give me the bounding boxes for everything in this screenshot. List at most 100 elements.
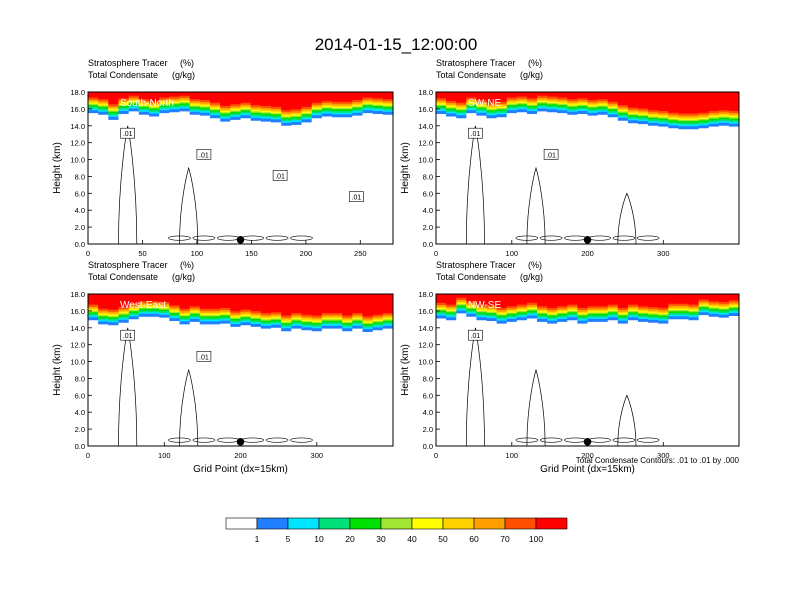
- condensate-contour-2: [179, 368, 199, 446]
- panel-title-unit2: (g/kg): [520, 70, 543, 80]
- surface-contour: [612, 437, 636, 443]
- y-tick-label: 16.0: [418, 105, 433, 114]
- colorbar-label: 20: [345, 534, 355, 544]
- contour-label-box: [468, 329, 483, 341]
- y-tick-label: 14.0: [70, 122, 85, 131]
- colorbar-label: 10: [314, 534, 324, 544]
- contour-label: .01: [123, 131, 133, 138]
- colorbar-label: 50: [438, 534, 448, 544]
- colorbar-box: [473, 517, 506, 530]
- x-axis-label: Grid Point (dx=15km): [540, 464, 635, 475]
- y-tick-label: 2.0: [423, 425, 433, 434]
- y-tick-label: 4.0: [75, 408, 85, 417]
- y-axis-label: Height (km): [52, 142, 63, 194]
- panel-3: .01 .01 West-East Stratosphere Tracer (%) Tot…: [52, 260, 394, 475]
- location-marker: [583, 438, 592, 446]
- y-tick-label: 2.0: [423, 223, 433, 232]
- y-tick-label: 18.0: [70, 290, 85, 299]
- y-tick-label: 14.0: [418, 324, 433, 333]
- condensate-contour-3: [617, 192, 637, 244]
- panel-title-unit1: (%): [528, 58, 542, 68]
- y-tick-label: 6.0: [75, 189, 85, 198]
- x-tick-label: 150: [245, 249, 258, 258]
- surface-contour: [168, 437, 191, 443]
- surface-contour: [636, 437, 660, 443]
- colorbar-box: [318, 517, 351, 530]
- y-tick-label: 10.0: [70, 358, 85, 367]
- y-tick-label: 4.0: [423, 408, 433, 417]
- plot-area: .01 .01: [436, 92, 739, 244]
- y-tick-label: 12.0: [418, 139, 433, 148]
- panel-title-line1: Stratosphere Tracer: [88, 58, 168, 68]
- panel-title-unit2: (g/kg): [172, 70, 195, 80]
- panel-title-unit1: (%): [180, 58, 194, 68]
- contour-label-box: [120, 127, 135, 139]
- tracer-band-10: [436, 92, 739, 114]
- y-tick-label: 12.0: [70, 139, 85, 148]
- colorbar-box: [349, 517, 382, 530]
- panel-2: .01 .01 SW-NE Stratosphere Tracer (%) Total C…: [400, 58, 740, 258]
- panel-label: SW-NE: [468, 98, 501, 109]
- x-tick-label: 100: [158, 451, 171, 460]
- y-tick-label: 18.0: [70, 88, 85, 97]
- condensate-contour-1: [465, 125, 485, 244]
- panel-label: West-East: [120, 300, 166, 311]
- surface-contour: [290, 437, 313, 443]
- y-tick-label: 8.0: [75, 172, 85, 181]
- contour-label-box: [349, 191, 364, 202]
- location-marker: [236, 236, 245, 244]
- colorbar: 1 5 10 20 30 40 50 60 70 100: [225, 517, 568, 544]
- contour-label: .01: [199, 152, 209, 159]
- surface-contour: [265, 437, 289, 443]
- x-tick-label: 0: [434, 451, 438, 460]
- surface-contour: [192, 437, 216, 443]
- plot-area: .01: [436, 294, 739, 446]
- y-axis-label: Height (km): [400, 142, 411, 194]
- x-tick-label: 300: [657, 451, 670, 460]
- contour-label-box: [196, 350, 212, 362]
- condensate-contour-2: [179, 166, 199, 244]
- x-tick-label: 300: [311, 451, 324, 460]
- colorbar-label: 5: [286, 534, 291, 544]
- tracer-band-10: [88, 92, 393, 111]
- x-tick-label: 200: [234, 451, 247, 460]
- panel-title-unit2: (g/kg): [520, 272, 543, 282]
- y-tick-label: 0.0: [75, 240, 85, 249]
- colorbar-box: [535, 517, 568, 530]
- y-tick-label: 0.0: [423, 240, 433, 249]
- x-tick-label: 100: [506, 249, 519, 258]
- x-tick-label: 300: [657, 249, 670, 258]
- x-tick-label: 250: [354, 249, 367, 258]
- condensate-contour-1: [465, 327, 485, 446]
- y-tick-label: 18.0: [418, 88, 433, 97]
- surface-contour: [539, 437, 563, 443]
- contour-label-box: [196, 149, 212, 160]
- y-axis-label: Height (km): [400, 344, 411, 396]
- y-tick-label: 16.0: [70, 105, 85, 114]
- panel-title-line2: Total Condensate: [88, 70, 158, 80]
- x-tick-label: 200: [581, 249, 594, 258]
- y-tick-label: 10.0: [70, 156, 85, 165]
- y-tick-label: 8.0: [423, 374, 433, 383]
- colorbar-label: 70: [500, 534, 510, 544]
- contour-label: .01: [123, 333, 133, 340]
- condensate-contour-1: [118, 125, 138, 244]
- y-tick-label: 10.0: [418, 156, 433, 165]
- panel-title-line1: Stratosphere Tracer: [88, 260, 168, 270]
- y-tick-label: 18.0: [418, 290, 433, 299]
- contour-label: .01: [546, 152, 556, 159]
- y-tick-label: 0.0: [75, 442, 85, 451]
- colorbar-label: 30: [376, 534, 386, 544]
- figure-title: 2014-01-15_12:00:00: [315, 35, 478, 54]
- contour-label: .01: [352, 195, 362, 202]
- surface-contour: [168, 235, 191, 241]
- surface-contour: [290, 235, 313, 241]
- y-tick-label: 10.0: [418, 358, 433, 367]
- y-tick-label: 6.0: [423, 189, 433, 198]
- condensate-contour-2: [526, 166, 546, 244]
- panel-4: .01 NW-SE Stratosphere Tracer (%) Total Cond…: [400, 260, 740, 475]
- location-marker: [583, 236, 592, 244]
- panels: .01 .01 .01 .01 South-North Stratosphere Trac…: [52, 58, 740, 475]
- panel-label: NW-SE: [468, 300, 501, 311]
